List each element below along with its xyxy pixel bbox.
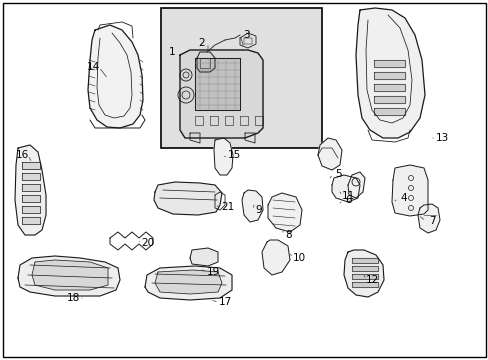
Polygon shape	[373, 72, 404, 79]
Text: 10: 10	[292, 253, 305, 263]
Polygon shape	[331, 175, 359, 202]
Text: 13: 13	[434, 133, 447, 143]
Polygon shape	[22, 184, 40, 191]
Polygon shape	[190, 248, 218, 266]
Polygon shape	[373, 60, 404, 67]
Polygon shape	[351, 258, 377, 263]
Polygon shape	[417, 204, 439, 233]
Text: 19: 19	[206, 267, 219, 277]
Bar	[161, 8, 321, 148]
Polygon shape	[373, 108, 404, 115]
Polygon shape	[22, 206, 40, 213]
Polygon shape	[88, 25, 142, 128]
Text: 18: 18	[66, 293, 80, 303]
Polygon shape	[145, 266, 231, 300]
Polygon shape	[180, 50, 263, 138]
Polygon shape	[351, 282, 377, 287]
Text: 6: 6	[345, 195, 351, 205]
Polygon shape	[22, 217, 40, 224]
Text: 2: 2	[198, 38, 205, 48]
Polygon shape	[373, 96, 404, 103]
Polygon shape	[267, 193, 302, 232]
Text: 20: 20	[141, 238, 154, 248]
Text: 9: 9	[255, 205, 262, 215]
Polygon shape	[22, 162, 40, 169]
Text: 3: 3	[242, 30, 249, 40]
Polygon shape	[355, 8, 424, 138]
Text: 8: 8	[285, 230, 292, 240]
Text: 21: 21	[221, 202, 234, 212]
Polygon shape	[32, 260, 108, 290]
Polygon shape	[154, 182, 222, 215]
Polygon shape	[195, 58, 240, 110]
Text: 11: 11	[341, 191, 354, 201]
Text: 4: 4	[400, 193, 407, 203]
Polygon shape	[22, 195, 40, 202]
Text: 17: 17	[218, 297, 231, 307]
Polygon shape	[317, 138, 341, 170]
Polygon shape	[214, 138, 232, 175]
Polygon shape	[391, 165, 427, 216]
Text: 12: 12	[365, 275, 378, 285]
Polygon shape	[347, 172, 364, 198]
Polygon shape	[262, 240, 289, 275]
Text: 16: 16	[15, 150, 29, 160]
Text: 1: 1	[168, 47, 175, 57]
Text: 5: 5	[335, 169, 342, 179]
Polygon shape	[373, 84, 404, 91]
Polygon shape	[155, 270, 222, 294]
Polygon shape	[15, 145, 46, 235]
Polygon shape	[22, 173, 40, 180]
Text: 7: 7	[428, 216, 434, 226]
Polygon shape	[242, 190, 263, 222]
Text: 14: 14	[86, 62, 100, 72]
Polygon shape	[343, 250, 383, 297]
Text: 15: 15	[227, 150, 240, 160]
Polygon shape	[18, 256, 120, 296]
Polygon shape	[351, 274, 377, 279]
Polygon shape	[351, 266, 377, 271]
